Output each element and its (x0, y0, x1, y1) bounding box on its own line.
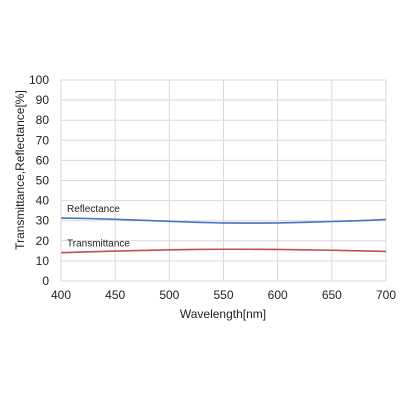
y-tick-label: 100 (29, 73, 49, 87)
y-axis-title: Transmittance,Reflectance[%] (13, 90, 27, 250)
annotation-reflectance: Reflectance (67, 204, 120, 215)
series-lines (60, 217, 387, 254)
y-tick-label: 70 (36, 133, 50, 147)
y-tick-label: 0 (42, 274, 49, 288)
y-tick-label: 30 (36, 214, 50, 228)
x-tick-label: 400 (51, 288, 71, 302)
y-tick-label: 60 (36, 153, 50, 167)
series-line-transmittance (60, 248, 387, 254)
y-tick-label: 10 (36, 254, 50, 268)
series-line-reflectance (60, 217, 387, 224)
annotations: Reflectance Transmittance (67, 204, 130, 250)
y-tick-label: 20 (36, 234, 50, 248)
x-tick-label: 500 (159, 288, 179, 302)
x-tick-label: 600 (268, 288, 288, 302)
x-tick-label: 550 (213, 288, 233, 302)
tick-labels: 0 10 20 30 40 50 60 70 80 90 100 400 450 500 550 600 650… (29, 73, 396, 302)
y-tick-label: 90 (36, 93, 50, 107)
y-tick-label: 40 (36, 194, 50, 208)
x-tick-label: 700 (376, 288, 396, 302)
annotation-transmittance: Transmittance (67, 239, 130, 250)
x-tick-label: 450 (105, 288, 125, 302)
x-tick-label: 650 (322, 288, 342, 302)
x-axis-title: Wavelength[nm] (180, 307, 266, 321)
y-tick-label: 50 (36, 174, 50, 188)
grid (60, 79, 387, 282)
y-tick-label: 80 (36, 113, 50, 127)
